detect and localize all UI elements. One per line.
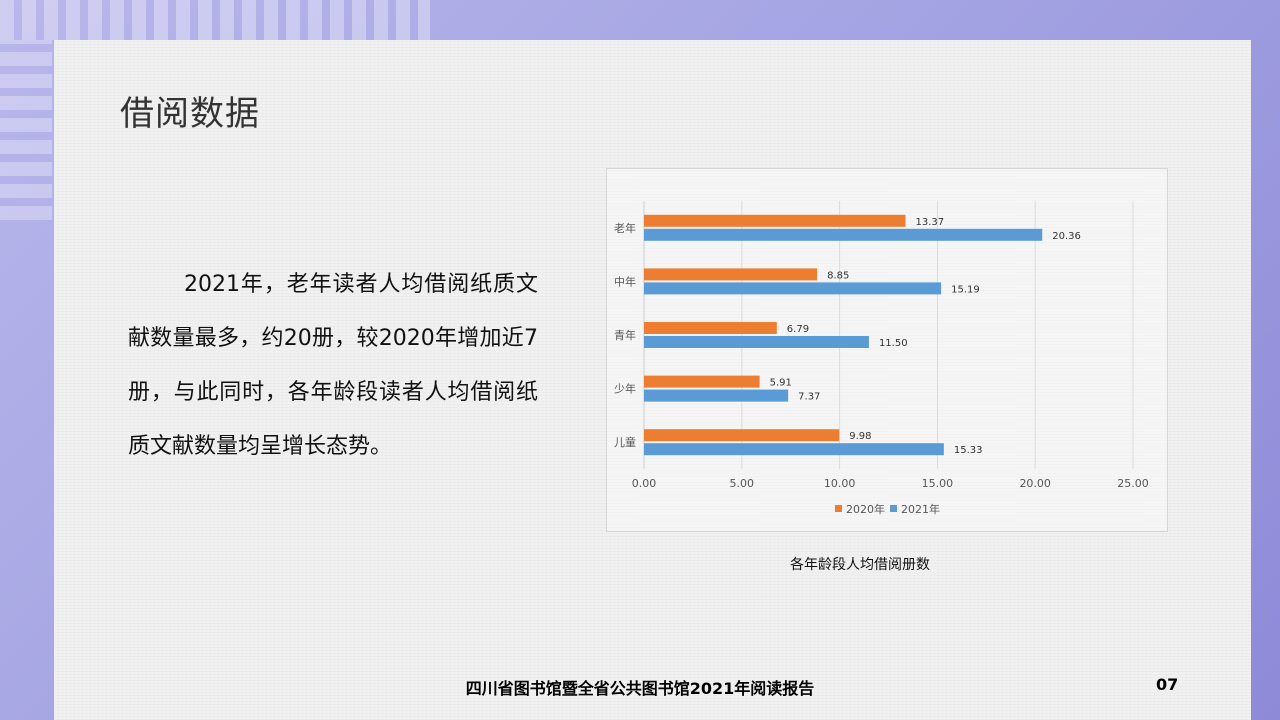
- decor-stripes-left: [0, 40, 52, 220]
- x-tick-label-0: 0.00: [632, 477, 657, 490]
- chart-container: 0.00 5.00 10.00 15.00 20.00 25.00 老年 13.37 20.36…: [606, 168, 1168, 532]
- data-label-0-2: 6.79: [787, 324, 809, 335]
- slide-title: 借阅数据: [120, 94, 260, 134]
- page-number: 07: [1156, 675, 1179, 694]
- x-tick-label-5: 25.00: [1117, 477, 1149, 490]
- body-paragraph: 2021年，老年读者人均借阅纸质文献数量最多，约20册，较2020年增加近7册，…: [128, 272, 538, 459]
- legend-label-0: 2020年: [846, 502, 885, 516]
- data-label-1-3: 7.37: [798, 392, 820, 403]
- footer-text: 四川省图书馆暨全省公共图书馆2021年阅读报告: [465, 679, 815, 698]
- bar-1-2: [644, 336, 869, 348]
- bar-1-0: [644, 228, 1043, 241]
- data-label-0-0: 13.37: [916, 217, 945, 228]
- decor-stripes-top: [0, 0, 430, 40]
- x-tick-label-1: 5.00: [730, 477, 755, 490]
- data-label-0-4: 9.98: [849, 431, 871, 442]
- x-tick-label-4: 20.00: [1019, 477, 1050, 490]
- bar-0-4: [644, 429, 840, 442]
- data-label-1-1: 15.19: [951, 284, 980, 295]
- data-label-0-1: 8.85: [827, 270, 849, 281]
- bar-1-3: [644, 389, 789, 402]
- data-label-1-2: 11.50: [879, 338, 908, 349]
- legend-label-1: 2021年: [901, 502, 940, 516]
- x-tick-label-2: 10.00: [824, 477, 856, 490]
- category-label-0: 老年: [614, 221, 636, 235]
- data-label-1-0: 20.36: [1052, 231, 1081, 242]
- bar-chart: 0.00 5.00 10.00 15.00 20.00 25.00 老年 13.37 20.36…: [614, 201, 1149, 516]
- category-label-3: 少年: [614, 382, 636, 396]
- x-tick-label-3: 15.00: [922, 477, 954, 490]
- category-label-1: 中年: [614, 274, 636, 288]
- legend-swatch-1: [890, 505, 897, 512]
- category-label-4: 儿童: [614, 435, 636, 449]
- bar-0-3: [644, 375, 760, 388]
- bar-0-1: [644, 268, 818, 281]
- bar-0-2: [644, 322, 777, 334]
- data-label-0-3: 5.91: [770, 378, 792, 389]
- data-label-1-4: 15.33: [954, 445, 983, 456]
- bar-0-0: [644, 214, 906, 227]
- chart-caption: 各年龄段人均借阅册数: [790, 557, 930, 573]
- category-label-2: 青年: [614, 328, 636, 342]
- bar-1-1: [644, 282, 942, 295]
- legend-swatch-0: [835, 505, 842, 512]
- bar-1-4: [644, 443, 944, 456]
